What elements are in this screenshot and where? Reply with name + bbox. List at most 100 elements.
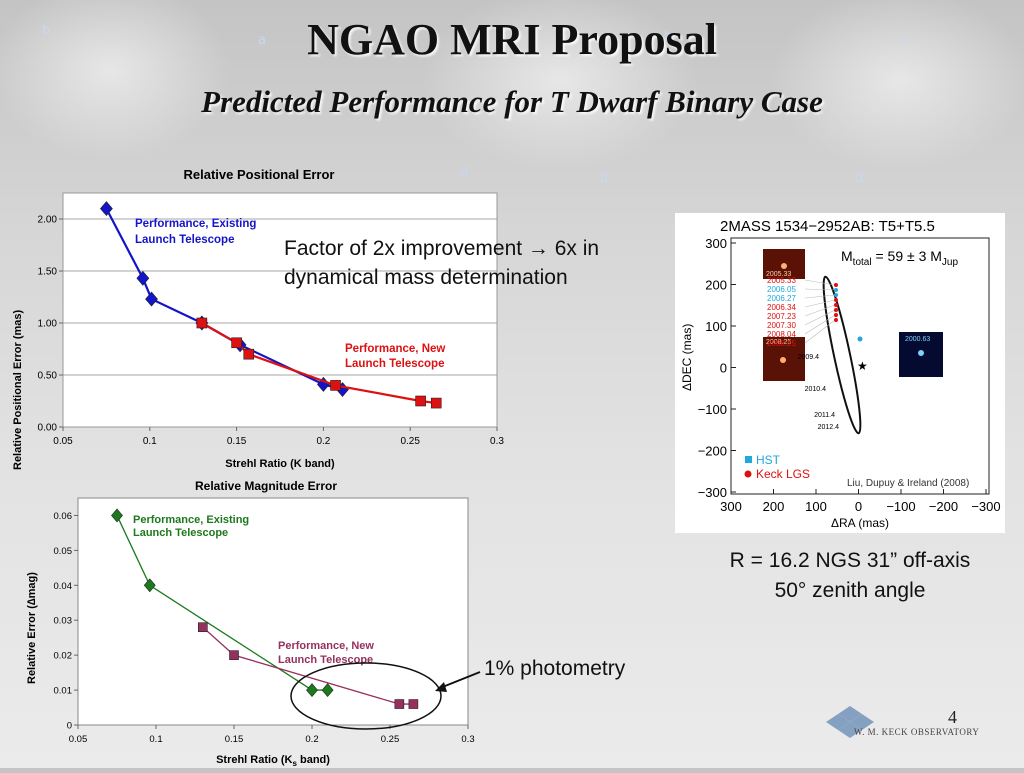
observing-conditions-caption: R = 16.2 NGS 31” off-axis 50° zenith ang… [690, 546, 1010, 606]
plot-border [62, 192, 498, 428]
svg-text:d: d [600, 171, 608, 186]
epoch-label: 2007.30 [767, 321, 796, 330]
data-point-square [243, 348, 255, 360]
epoch-point [834, 308, 838, 312]
image-label: 2008.25 [766, 339, 791, 346]
epoch-point [834, 293, 838, 297]
page-number: 4 [948, 707, 957, 727]
orbit-title: 2MASS 1534−2952AB: T5+T5.5 [720, 218, 935, 235]
epoch-label: 2006.05 [767, 285, 796, 294]
data-point-diamond [321, 683, 334, 698]
x-tick-label: 0.15 [225, 734, 244, 745]
hst-legend-icon [745, 456, 752, 463]
y-tick-label: 0.01 [54, 686, 73, 697]
legend-label-line: Performance, New [278, 640, 374, 652]
data-point-square [231, 337, 242, 349]
data-point-square [229, 650, 239, 660]
legend-label-line: Performance, Existing [133, 514, 249, 526]
image-label: 2000.63 [905, 336, 930, 343]
svg-text:b: b [42, 23, 50, 38]
x-tick-label: −300 [971, 499, 1000, 514]
keck-logo-icon [826, 706, 874, 738]
epoch-leader [804, 294, 836, 299]
hst-legend-label: HST [756, 453, 781, 467]
data-point-square [394, 699, 405, 709]
data-point-square [408, 699, 419, 709]
highlight-ellipse [290, 662, 442, 730]
orbit-ellipse [822, 275, 862, 435]
y-tick-label: 0.03 [54, 616, 73, 627]
legend-label-line: Launch Telescope [345, 358, 444, 370]
image-star-icon [918, 350, 924, 356]
x-tick-label: 0.3 [490, 436, 504, 447]
ra-axis-label: ΔRA (mas) [831, 516, 889, 530]
image-star-icon [781, 263, 787, 269]
total-mass-label: Mtotal = 59 ± 3 MJup [841, 248, 958, 268]
y-tick-label: −200 [698, 444, 727, 459]
epoch-label: 2006.27 [767, 294, 796, 303]
y-tick-label: 1.50 [38, 267, 58, 278]
y-axis-label: Relative Positional Error (mas) [12, 310, 24, 470]
primary-star-icon: ★ [857, 359, 868, 373]
x-tick-label: 300 [720, 499, 742, 514]
data-point-diamond [136, 270, 150, 286]
pointer-arrow [439, 671, 481, 689]
data-point-diamond [145, 291, 158, 307]
legend-label-line: Performance, New [345, 343, 445, 355]
epoch-point [834, 288, 838, 292]
legend-existing: Performance, Existing Launch Telescope [133, 514, 249, 539]
y-tick-label: 2.00 [38, 215, 58, 226]
plot-area [77, 497, 469, 726]
orbit-figure: 2MASS 1534−2952AB: T5+T5.5 Mtotal = 59 ±… [675, 213, 1005, 533]
y-tick-label: −100 [698, 402, 727, 417]
legend-new: Performance, New Launch Telescope [340, 339, 476, 373]
data-point-diamond [143, 578, 156, 593]
y-tick-label: 0.00 [38, 423, 58, 434]
y-tick-label: 100 [705, 319, 727, 334]
magnitude-error-plot: Relative Magnitude Error 0 0.01 0.02 0.03 0.… [26, 479, 475, 768]
legend-label-line: Performance, Existing [135, 218, 256, 230]
x-tick-label: 100 [805, 499, 827, 514]
epoch-point [834, 283, 838, 287]
x-tick-label: 0.25 [381, 734, 400, 745]
y-axis-label: Relative Error (∆mag) [26, 572, 38, 684]
improvement-line: Factor of 2x improvement → 6x in [284, 237, 600, 260]
image-star-icon [780, 357, 786, 363]
epoch-point [834, 303, 838, 307]
y-tick-label: 0.50 [38, 371, 58, 382]
x-tick-label: 0.2 [316, 436, 330, 447]
legend-existing: Performance, Existing Launch Telescope [135, 218, 256, 246]
series-line-1 [202, 626, 414, 705]
data-point-square [430, 397, 442, 409]
legend-label-line: Launch Telescope [133, 527, 228, 539]
data-point-diamond [306, 683, 318, 698]
y-tick-label: 0.04 [54, 581, 73, 592]
epoch-leader [804, 299, 836, 308]
y-tick-label: 0.05 [54, 546, 73, 557]
epoch-leader [804, 319, 836, 344]
keck-logo-text: W. M. KECK OBSERVATORY [854, 727, 980, 737]
chart-title: Relative Positional Error [184, 167, 335, 182]
data-point-diamond [111, 508, 123, 523]
epoch-label: 2005.33 [767, 276, 796, 285]
y-tick-label: 0 [720, 361, 727, 376]
slide-subtitle: Predicted Performance for T Dwarf Binary… [201, 84, 823, 119]
y-tick-label: 200 [705, 278, 727, 293]
y-tick-label: 300 [705, 236, 727, 251]
legend-label-line: Launch Telescope [135, 234, 234, 246]
data-point-square [330, 380, 341, 391]
arrow-head-icon [435, 682, 447, 692]
data-point-diamond [100, 201, 113, 217]
caption-line: 50° zenith angle [774, 579, 926, 602]
svg-text:d: d [855, 171, 863, 186]
x-axis-label: Strehl Ratio (Ks band) [216, 754, 330, 768]
keck-legend-icon [744, 470, 752, 478]
improvement-note: Factor of 2x improvement → 6x in dynamic… [284, 234, 599, 292]
improvement-line: dynamical mass determination [284, 266, 568, 289]
x-axis-label: Strehl Ratio (K band) [225, 458, 335, 470]
y-tick-label: −300 [698, 485, 727, 500]
y-tick-label: 0.06 [54, 511, 73, 522]
epoch-label: 2007.23 [767, 312, 796, 321]
epoch-label: 2008.25 [767, 339, 796, 348]
x-tick-label: 0.2 [305, 734, 318, 745]
